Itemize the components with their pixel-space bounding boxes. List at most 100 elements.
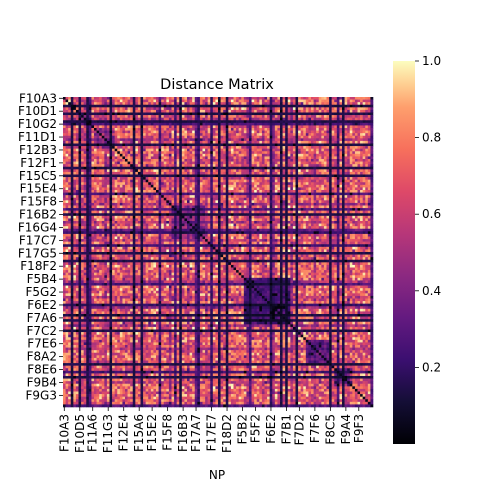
heatmap-cell	[199, 197, 203, 201]
heatmap-cell	[194, 182, 198, 186]
heatmap-cell	[109, 182, 113, 186]
heatmap-cell	[292, 182, 296, 186]
heatmap-cell	[189, 143, 193, 147]
heatmap-cell	[148, 128, 152, 131]
heatmap-cell	[70, 125, 74, 129]
heatmap-cell	[73, 99, 77, 103]
heatmap-cell	[287, 138, 291, 142]
heatmap-cell	[347, 102, 351, 106]
heatmap-cell	[158, 161, 162, 165]
heatmap-cell	[254, 156, 258, 160]
heatmap-cell	[318, 156, 322, 160]
heatmap-cell	[212, 148, 216, 152]
heatmap-cell	[96, 120, 100, 124]
heatmap-cell	[137, 125, 141, 129]
heatmap-cell	[65, 182, 69, 186]
heatmap-cell	[137, 138, 141, 142]
heatmap-cell	[91, 128, 95, 131]
heatmap-cell	[370, 169, 374, 173]
heatmap-cell	[135, 179, 139, 183]
heatmap-cell	[360, 112, 363, 116]
heatmap-cell	[114, 122, 118, 126]
heatmap-cell	[194, 190, 198, 193]
heatmap-cell	[75, 115, 79, 118]
heatmap-cell	[349, 200, 353, 204]
heatmap-cell	[137, 174, 141, 178]
heatmap-cell	[106, 104, 110, 108]
heatmap-cell	[316, 177, 320, 180]
heatmap-cell	[223, 112, 227, 116]
heatmap-cell	[86, 130, 90, 134]
heatmap-cell	[96, 112, 100, 116]
heatmap-cell	[238, 109, 242, 113]
heatmap-cell	[119, 200, 123, 204]
heatmap-cell	[73, 159, 77, 162]
heatmap-cell	[143, 184, 146, 188]
heatmap-cell	[246, 146, 250, 149]
heatmap-cell	[236, 146, 239, 149]
heatmap-cell	[194, 177, 198, 180]
heatmap-cell	[78, 190, 82, 193]
heatmap-cell	[166, 135, 170, 139]
heatmap-cell	[202, 187, 206, 191]
heatmap-cell	[367, 184, 371, 188]
heatmap-cell	[114, 190, 118, 193]
heatmap-cell	[256, 187, 260, 191]
heatmap-cell	[269, 192, 273, 196]
heatmap-cell	[83, 174, 87, 178]
heatmap-cell	[125, 140, 128, 144]
heatmap-cell	[127, 148, 131, 152]
heatmap-cell	[249, 112, 252, 116]
heatmap-cell	[212, 182, 216, 186]
heatmap-cell	[158, 112, 162, 116]
heatmap-cell	[189, 107, 193, 111]
heatmap-cell	[251, 122, 255, 126]
heatmap-cell	[256, 202, 260, 206]
heatmap-cell	[99, 138, 103, 142]
heatmap-cell	[184, 120, 188, 124]
heatmap-cell	[132, 187, 136, 191]
heatmap-cell	[311, 192, 314, 196]
heatmap-cell	[171, 190, 175, 193]
heatmap-cell	[171, 192, 175, 196]
heatmap-cell	[192, 192, 196, 196]
heatmap-cell	[199, 143, 203, 147]
heatmap-cell	[241, 122, 245, 126]
heatmap-cell	[218, 156, 221, 160]
heatmap-cell	[207, 146, 211, 149]
heatmap-cell	[287, 104, 291, 108]
heatmap-cell	[137, 177, 141, 180]
heatmap-cell	[187, 202, 190, 206]
heatmap-cell	[259, 135, 263, 139]
heatmap-cell	[68, 99, 72, 103]
heatmap-cell	[163, 148, 167, 152]
heatmap-cell	[75, 140, 79, 144]
heatmap-cell	[112, 125, 115, 129]
heatmap-cell	[78, 135, 82, 139]
heatmap-cell	[148, 197, 152, 201]
heatmap-cell	[251, 197, 255, 201]
heatmap-cell	[179, 184, 183, 188]
heatmap-cell	[156, 174, 159, 178]
heatmap-cell	[326, 174, 330, 178]
heatmap-cell	[254, 195, 258, 199]
heatmap-cell	[354, 187, 358, 191]
heatmap-cell	[342, 125, 345, 129]
heatmap-cell	[68, 197, 72, 201]
heatmap-cell	[78, 161, 82, 165]
heatmap-cell	[292, 192, 296, 196]
heatmap-cell	[135, 190, 139, 193]
heatmap-cell	[112, 117, 115, 121]
heatmap-cell	[305, 146, 309, 149]
heatmap-cell	[197, 197, 201, 201]
heatmap-cell	[305, 187, 309, 191]
heatmap-cell	[148, 166, 152, 170]
heatmap-cell	[63, 177, 66, 180]
heatmap-cell	[264, 187, 268, 191]
heatmap-cell	[313, 164, 317, 168]
heatmap-cell	[280, 102, 283, 106]
heatmap-cell	[99, 151, 103, 155]
heatmap-cell	[130, 153, 134, 157]
heatmap-cell	[323, 156, 327, 160]
heatmap-cell	[215, 159, 219, 162]
